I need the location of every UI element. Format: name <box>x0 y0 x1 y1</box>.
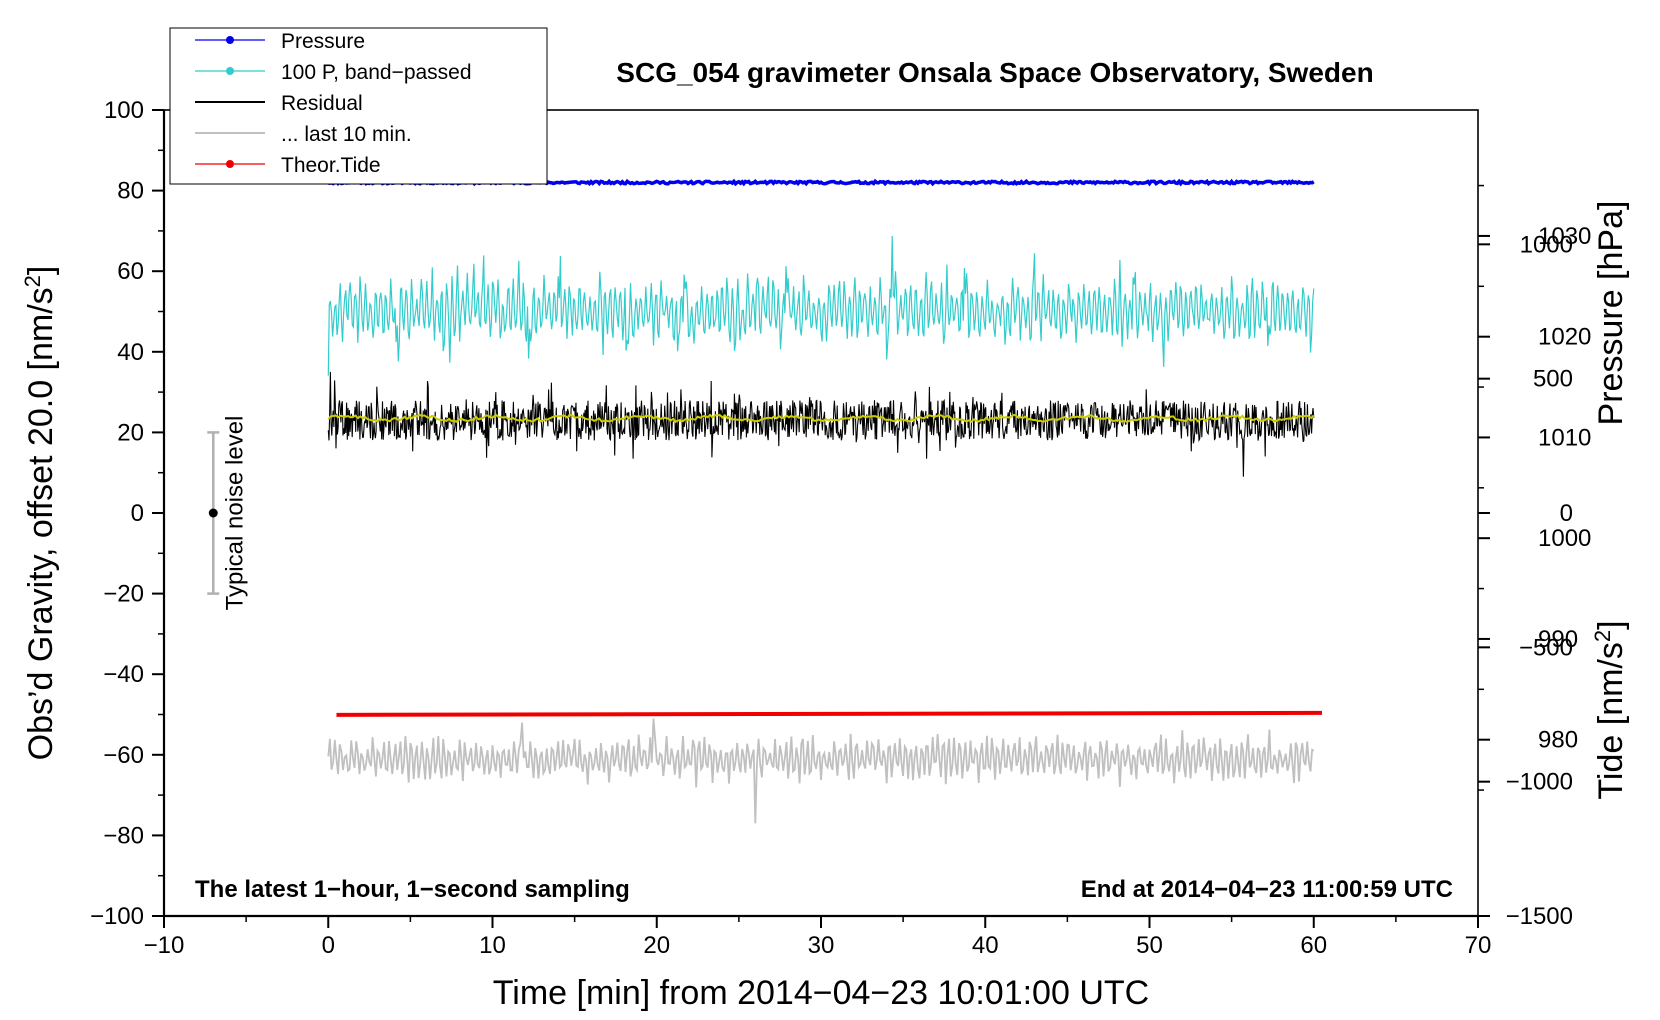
tide-tick-label: 0 <box>1560 500 1573 527</box>
y-tick-label: 60 <box>117 258 144 285</box>
end-time-note: End at 2014−04−23 11:00:59 UTC <box>1081 876 1453 903</box>
tide-tick-label: 1000 <box>1520 231 1573 258</box>
pressure-tick-label: 990 <box>1538 626 1578 653</box>
pressure-tick-label: 980 <box>1538 727 1578 754</box>
legend-label-1: Pressure <box>281 30 365 53</box>
chart-title: SCG_054 gravimeter Onsala Space Observat… <box>616 57 1373 88</box>
y-tick-label: −60 <box>103 742 144 769</box>
pressure-tick-label: 1020 <box>1538 324 1591 351</box>
y-tick-label: 20 <box>117 419 144 446</box>
pressure-tick-label: 1030 <box>1538 223 1591 250</box>
tide-axis-ticks: 1000 500 0 −500 −1000 −1500 <box>1478 231 1573 930</box>
pressure-tick-label: 1010 <box>1538 424 1591 451</box>
legend-box <box>169 27 548 185</box>
y-tick-label: −20 <box>103 581 144 608</box>
x-tick-label: 20 <box>643 932 670 959</box>
residual-smoothed-line <box>327 413 1315 424</box>
y-tick-label: 80 <box>117 178 144 205</box>
x-tick-label: 10 <box>479 932 506 959</box>
x-tick-label: 60 <box>1300 932 1327 959</box>
y-axis-title-left: Obs’d Gravity, offset 20.0 [nm/s2] <box>20 266 60 761</box>
legend-label-4: ... last 10 min. <box>281 123 412 146</box>
y-axis-title-tide: Tide [nm/s2] <box>1590 620 1630 799</box>
x-tick-label: 0 <box>322 932 335 959</box>
pressure-tick-label: 1000 <box>1538 525 1591 552</box>
noise-bar-center-dot <box>208 508 218 518</box>
legend-marker-1 <box>226 36 234 44</box>
legend-label-3: Residual <box>281 92 363 115</box>
sampling-note: The latest 1−hour, 1−second sampling <box>195 876 630 903</box>
plot-frame <box>163 109 1479 917</box>
x-tick-label: 40 <box>972 932 999 959</box>
legend-label-2: 100 P, band−passed <box>281 61 472 84</box>
residual-series-line <box>327 371 1315 477</box>
x-tick-label: 70 <box>1465 932 1492 959</box>
y-tick-label: 100 <box>104 97 144 124</box>
y-tick-label: −100 <box>90 903 144 930</box>
x-axis-ticks: −10 0 10 20 30 40 50 60 70 <box>144 916 1492 959</box>
y-tick-label: 0 <box>131 500 144 527</box>
legend: Pressure 100 P, band−passed Residual ... la… <box>169 27 548 185</box>
legend-marker-5 <box>226 160 234 168</box>
legend-marker-2 <box>226 67 234 75</box>
tide-tick-label: −1500 <box>1506 903 1573 930</box>
legend-label-5: Theor.Tide <box>281 154 381 177</box>
x-tick-label: 50 <box>1136 932 1163 959</box>
theor-tide-series-line <box>336 710 1322 717</box>
noise-bar: Typical noise level <box>207 416 248 611</box>
tide-tick-label: −500 <box>1519 634 1573 661</box>
x-tick-label: −10 <box>144 932 185 959</box>
pressure-axis-ticks: 1030 1020 1010 1000 990 980 <box>1478 184 1591 791</box>
bandpassed-series-line <box>327 235 1315 376</box>
tide-tick-label: −1000 <box>1506 769 1573 796</box>
y-tick-label: −40 <box>103 661 144 688</box>
plot-series <box>327 178 1322 824</box>
y-tick-label: 40 <box>117 339 144 366</box>
last-10-min-series-line <box>327 718 1315 824</box>
x-tick-label: 30 <box>808 932 835 959</box>
y-tick-label: −80 <box>103 822 144 849</box>
y-axis-title-pressure: Pressure [hPa] <box>1592 201 1630 426</box>
y-axis-ticks: 100 80 60 40 20 0 −20 −40 −60 −80 −100 <box>90 97 164 930</box>
x-axis-title: Time [min] from 2014−04−23 10:01:00 UTC <box>493 974 1149 1012</box>
tide-tick-label: 500 <box>1533 366 1573 393</box>
noise-bar-label: Typical noise level <box>221 416 248 611</box>
